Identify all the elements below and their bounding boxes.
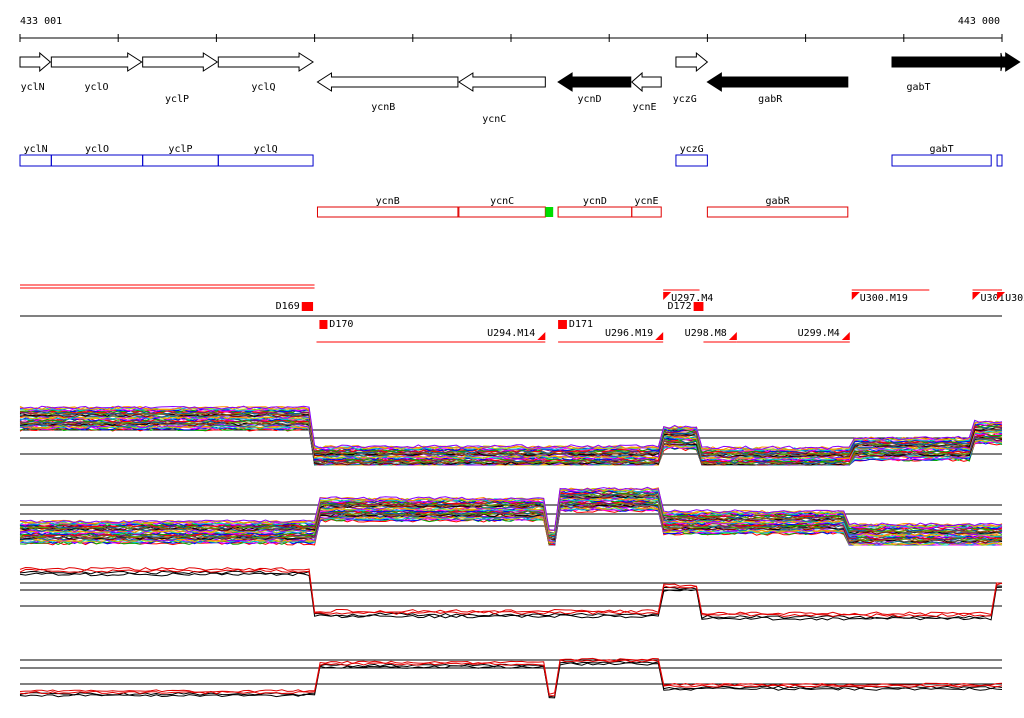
profile-series-line: [19, 486, 1003, 531]
blue-annotation-box: [675, 154, 708, 167]
region-flag-label: U301: [981, 293, 1005, 304]
gene-arrow-gabT: [891, 52, 1021, 72]
coordinate-start-label: 433 001: [20, 16, 62, 27]
green-marker: [545, 207, 554, 217]
expression-profile-panels: [19, 405, 1003, 699]
annotation-track-red: ycnB ycnC ycnD ycnE gabR: [316, 196, 849, 218]
red-annotation-label: ycnC: [490, 196, 514, 207]
gene-track: yclN yclO yclP yclQ ycnB ycnC ycnD ycnE yczG gabR…: [19, 51, 1021, 125]
profile-panel-2: [19, 486, 1003, 546]
profile-panel-4: [19, 657, 1003, 699]
profile-panel-3: [19, 566, 1003, 621]
gene-arrow-ycnC: [457, 72, 546, 92]
annotation-track-blue: yclN yclO yclP yclQ yczG gabT: [19, 144, 1003, 167]
region-block-label: D172: [668, 301, 692, 312]
gene-arrow-yclN: [19, 51, 52, 73]
gene-label-ycnB: ycnB: [371, 102, 395, 113]
region-block-label: D170: [329, 319, 353, 330]
gene-label-ycnE: ycnE: [632, 102, 656, 113]
region-block: [693, 302, 704, 311]
blue-annotation-label: yczG: [680, 144, 704, 155]
gene-label-yclQ: yclQ: [251, 82, 275, 93]
blue-annotation-box: [996, 154, 1003, 167]
region-flag-label: U297.M4: [671, 293, 713, 304]
profile-series-line: [19, 657, 1003, 695]
blue-annotation-label: yclP: [168, 144, 192, 155]
profile-series-line: [19, 566, 1003, 616]
blue-annotation-box: [19, 154, 52, 167]
blue-annotation-label: gabT: [930, 144, 954, 155]
region-block: [558, 320, 567, 329]
gene-arrow-yclO: [50, 52, 143, 72]
region-flag-marker: [972, 292, 981, 300]
blue-annotation-box: [50, 154, 144, 167]
region-block: [319, 320, 328, 329]
region-flag-label: U298.M8: [685, 328, 727, 339]
region-flag-label: U302: [1005, 293, 1024, 304]
region-flag-marker: [728, 332, 737, 340]
region-flag-label: U299.M4: [798, 328, 840, 339]
coordinate-ruler: [19, 34, 1003, 42]
profile-series-line: [19, 405, 1003, 450]
red-annotation-label: ycnB: [376, 196, 400, 207]
profile-series-line: [19, 417, 1003, 463]
region-block-label: D169: [276, 301, 300, 312]
profile-series-line: [19, 659, 1003, 697]
gene-label-ycnD: ycnD: [577, 94, 601, 105]
red-annotation-label: ycnD: [583, 196, 607, 207]
blue-annotation-label: yclO: [85, 144, 109, 155]
gene-arrow-ycnB: [316, 72, 459, 92]
region-flag-marker: [537, 332, 546, 340]
blue-annotation-box: [891, 154, 992, 167]
profile-series-line: [19, 498, 1003, 545]
blue-annotation-label: yclQ: [254, 144, 278, 155]
region-flag-label: U296.M19: [605, 328, 653, 339]
gene-label-yclN: yclN: [21, 82, 45, 93]
region-flag-marker: [841, 332, 850, 340]
gene-arrow-partial: [996, 52, 1004, 72]
profile-series-line: [20, 489, 1003, 534]
red-annotation-box: [458, 206, 546, 218]
gene-label-yclO: yclO: [84, 82, 108, 93]
region-flag-label: U294.M14: [487, 328, 535, 339]
gene-label-gabT: gabT: [906, 82, 930, 93]
profile-series-line: [19, 660, 1003, 698]
region-flag-marker: [663, 292, 672, 300]
gene-label-gabR: gabR: [758, 94, 783, 105]
red-annotation-box: [557, 206, 633, 218]
region-flag-label: U300.M19: [860, 293, 908, 304]
gene-arrow-ycnD: [557, 72, 632, 92]
blue-annotation-label: yclN: [24, 144, 48, 155]
gene-arrow-yczG: [675, 51, 709, 73]
red-annotation-box: [631, 206, 662, 218]
red-annotation-label: ycnE: [634, 196, 658, 207]
region-flag-marker: [851, 292, 860, 300]
blue-annotation-box: [217, 154, 314, 167]
region-flag-marker: [997, 292, 1006, 300]
profile-panel-1: [19, 405, 1003, 466]
profile-series-line: [19, 407, 1003, 452]
profile-series-line: [19, 572, 1003, 621]
red-annotation-box: [706, 206, 849, 218]
gene-arrow-yclQ: [217, 52, 314, 72]
red-annotation-box: [316, 206, 459, 218]
profile-series-line: [19, 411, 1003, 457]
gene-label-ycnC: ycnC: [482, 114, 506, 125]
blue-annotation-box: [142, 154, 219, 167]
region-block: [301, 302, 314, 311]
gene-label-yclP: yclP: [165, 94, 189, 105]
profile-series-line: [19, 662, 1003, 699]
region-block-label: D171: [569, 319, 593, 330]
red-annotation-label: gabR: [766, 196, 791, 207]
gene-arrow-ycnE: [630, 71, 662, 93]
region-flag-marker: [655, 332, 664, 340]
coordinate-end-label: 443 000: [958, 16, 1000, 27]
gene-arrow-gabR: [706, 72, 849, 92]
gene-arrow-yclP: [142, 52, 219, 72]
gene-label-yczG: yczG: [673, 94, 697, 105]
